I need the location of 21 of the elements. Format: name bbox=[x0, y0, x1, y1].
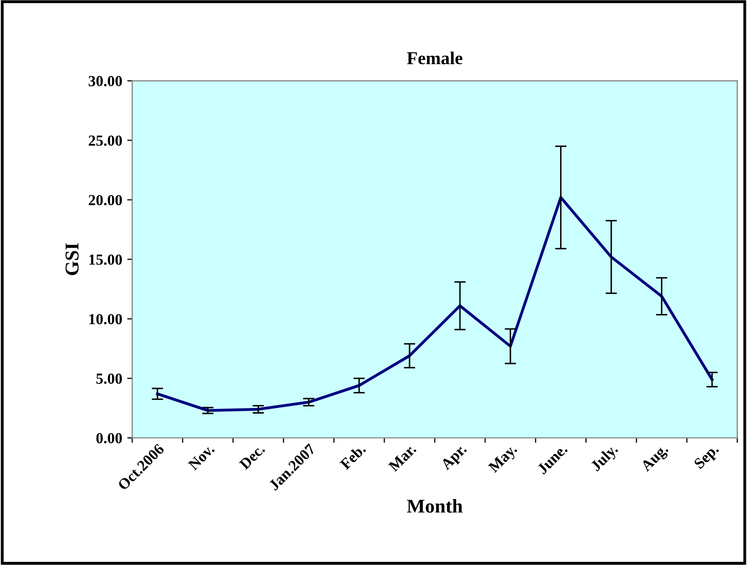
x-tick-label: Aug. bbox=[640, 443, 671, 474]
y-tick-label: 0.00 bbox=[96, 433, 122, 444]
x-tick-label: Mar. bbox=[388, 443, 417, 472]
y-tick-label: 5.00 bbox=[96, 374, 122, 384]
x-tick-label: July. bbox=[590, 443, 621, 474]
x-tick-label: Feb. bbox=[339, 443, 366, 470]
line-series bbox=[156, 196, 714, 412]
x-tick-label: Dec. bbox=[238, 443, 266, 470]
x-tick-label: May. bbox=[488, 443, 520, 476]
y-tick-label: 15.00 bbox=[89, 254, 122, 265]
x-tick-label: June. bbox=[536, 443, 568, 475]
y-tick-label: 20.00 bbox=[88, 194, 122, 206]
x-axis-title: Month bbox=[406, 499, 463, 513]
y-tick-label: 10.00 bbox=[89, 314, 122, 324]
x-tick-label: Apr. bbox=[440, 443, 470, 473]
y-axis-title: GSI bbox=[66, 243, 79, 276]
chart-title: Female bbox=[406, 52, 462, 64]
x-tick-label: Nov. bbox=[188, 443, 216, 471]
x-tick-label: Sep. bbox=[693, 443, 722, 472]
y-tick-label: 30.00 bbox=[88, 76, 122, 86]
y-tick-label: 25.00 bbox=[88, 135, 122, 146]
